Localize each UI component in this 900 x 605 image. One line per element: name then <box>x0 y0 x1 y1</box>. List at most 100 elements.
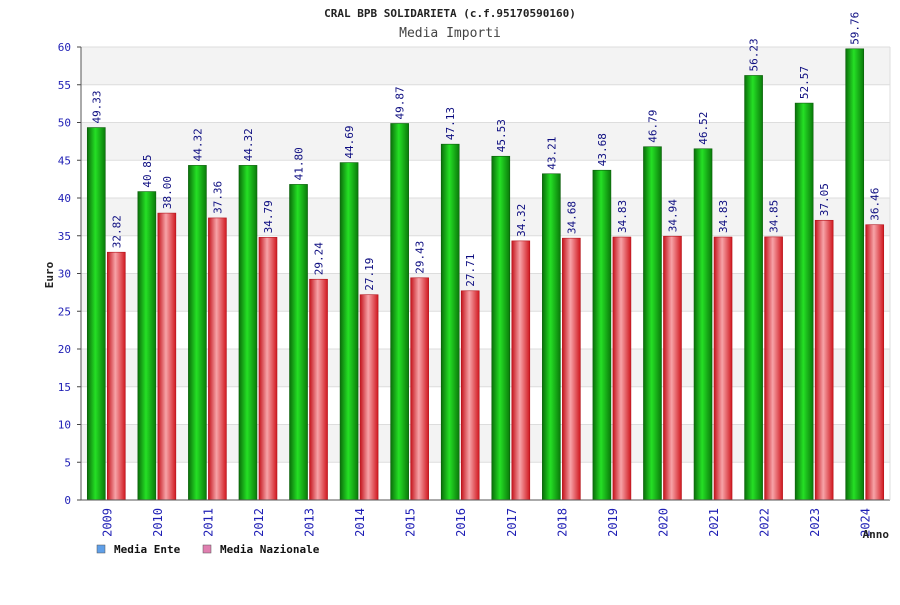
value-label-media-nazionale: 36.46 <box>869 188 882 221</box>
bar-media-ente <box>794 102 814 501</box>
value-label-media-nazionale: 27.71 <box>464 254 477 287</box>
y-tick-label: 10 <box>58 419 71 432</box>
legend-swatch <box>202 544 212 554</box>
x-tick-label: 2012 <box>252 508 266 537</box>
value-label-media-ente: 46.52 <box>697 112 710 145</box>
value-label-media-ente: 43.68 <box>596 133 609 166</box>
x-tick-label: 2015 <box>404 508 418 537</box>
value-label-media-nazionale: 34.83 <box>717 200 730 233</box>
value-label-media-nazionale: 38.00 <box>161 176 174 209</box>
value-label-media-ente: 41.80 <box>293 147 306 180</box>
x-tick-label: 2022 <box>758 508 772 537</box>
bar-media-ente <box>289 184 308 501</box>
legend-swatch <box>96 544 106 554</box>
value-label-media-ente: 43.21 <box>545 137 558 170</box>
x-tick-label: 2020 <box>656 508 670 537</box>
y-tick-label: 0 <box>64 494 71 507</box>
y-tick-label: 55 <box>58 79 71 92</box>
x-tick-label: 2023 <box>808 508 822 537</box>
bar-media-nazionale <box>410 277 429 501</box>
bar-media-ente <box>744 75 763 501</box>
bar-media-ente <box>390 123 409 501</box>
value-label-media-nazionale: 29.43 <box>414 241 427 274</box>
bar-media-ente <box>845 48 865 501</box>
legend: Media Ente Media Nazionale <box>96 543 320 556</box>
bar-media-nazionale <box>713 236 733 501</box>
legend-label: Media Nazionale <box>220 543 320 556</box>
y-tick-label: 20 <box>58 343 71 356</box>
value-label-media-ente: 44.69 <box>343 125 356 158</box>
value-label-media-nazionale: 29.24 <box>313 242 326 275</box>
value-label-media-ente: 47.13 <box>444 107 457 140</box>
x-tick-label: 2013 <box>303 508 317 537</box>
x-axis-label: Anno <box>863 528 890 541</box>
bar-media-nazionale <box>814 219 834 501</box>
bar-media-nazionale <box>359 294 379 501</box>
plot-band <box>81 47 890 85</box>
axes-group <box>80 47 891 501</box>
bar-media-nazionale <box>106 251 126 501</box>
chart-subtitle: Media Importi <box>399 26 501 41</box>
bar-media-ente <box>491 155 511 501</box>
value-label-media-nazionale: 34.85 <box>768 200 781 233</box>
value-label-media-nazionale: 34.83 <box>616 200 629 233</box>
value-label-media-nazionale: 34.79 <box>262 200 275 233</box>
y-tick-label: 35 <box>58 230 71 243</box>
bar-media-ente <box>693 148 713 501</box>
bar-media-ente <box>542 173 561 501</box>
bars-group <box>86 48 885 501</box>
bar-media-nazionale <box>208 217 227 501</box>
y-tick-label: 15 <box>58 381 71 394</box>
bar-media-ente <box>440 143 460 501</box>
y-tick-label: 40 <box>58 192 71 205</box>
bar-media-ente <box>137 191 157 501</box>
value-label-media-nazionale: 37.05 <box>818 183 831 216</box>
y-tick-labels: 0 5 10 15 20 25 30 35 40 45 50 55 60 <box>58 41 71 507</box>
value-label-media-nazionale: 37.36 <box>211 181 224 214</box>
value-label-media-ente: 49.87 <box>394 86 407 119</box>
value-label-media-ente: 44.32 <box>191 128 204 161</box>
bar-media-ente <box>188 165 207 501</box>
x-tick-label: 2014 <box>353 508 367 537</box>
x-tick-label: 2010 <box>151 508 165 537</box>
value-label-media-nazionale: 27.19 <box>363 258 376 291</box>
bar-media-nazionale <box>157 212 177 501</box>
y-tick-label: 25 <box>58 305 71 318</box>
legend-label: Media Ente <box>114 543 181 556</box>
x-tick-label: 2016 <box>454 508 468 537</box>
bar-media-nazionale <box>764 236 783 501</box>
bar-media-ente <box>643 146 662 501</box>
x-tick-label: 2018 <box>555 508 569 537</box>
value-label-media-nazionale: 32.82 <box>110 215 123 248</box>
y-tick-label: 50 <box>58 117 71 130</box>
value-label-media-ente: 44.32 <box>242 128 255 161</box>
value-labels-group: 49.33 32.82 40.85 38.00 44.32 37.36 44.32 34.79… <box>90 12 881 291</box>
x-tick-label: 2009 <box>100 508 114 537</box>
bar-media-nazionale <box>511 240 531 501</box>
x-tick-label: 2017 <box>505 508 519 537</box>
value-label-media-ente: 52.57 <box>798 66 811 99</box>
y-tick-label: 45 <box>58 154 71 167</box>
bar-media-ente <box>592 169 612 501</box>
value-label-media-nazionale: 34.32 <box>515 204 528 237</box>
value-label-media-ente: 49.33 <box>90 90 103 123</box>
chart-title: CRAL BPB SOLIDARIETA (c.f.95170590160) <box>324 7 576 20</box>
value-label-media-nazionale: 34.68 <box>565 201 578 234</box>
plot-band <box>81 84 890 123</box>
value-label-media-ente: 40.85 <box>141 154 154 187</box>
y-tick-label: 5 <box>64 456 71 469</box>
value-label-media-ente: 46.79 <box>646 110 659 143</box>
x-tick-labels: 2009 2010 2011 2012 2013 2014 2015 2016 2017 2018… <box>100 508 872 537</box>
bar-media-nazionale <box>258 237 278 501</box>
value-label-media-ente: 45.53 <box>495 119 508 152</box>
bar-media-nazionale <box>562 237 581 501</box>
bar-media-ente <box>86 127 106 501</box>
bar-media-ente <box>238 165 258 501</box>
bar-media-ente <box>339 162 359 501</box>
bar-media-nazionale <box>460 290 480 501</box>
x-tick-label: 2019 <box>606 508 620 537</box>
value-label-media-ente: 59.76 <box>849 12 862 45</box>
y-axis-label: Euro <box>43 261 56 288</box>
